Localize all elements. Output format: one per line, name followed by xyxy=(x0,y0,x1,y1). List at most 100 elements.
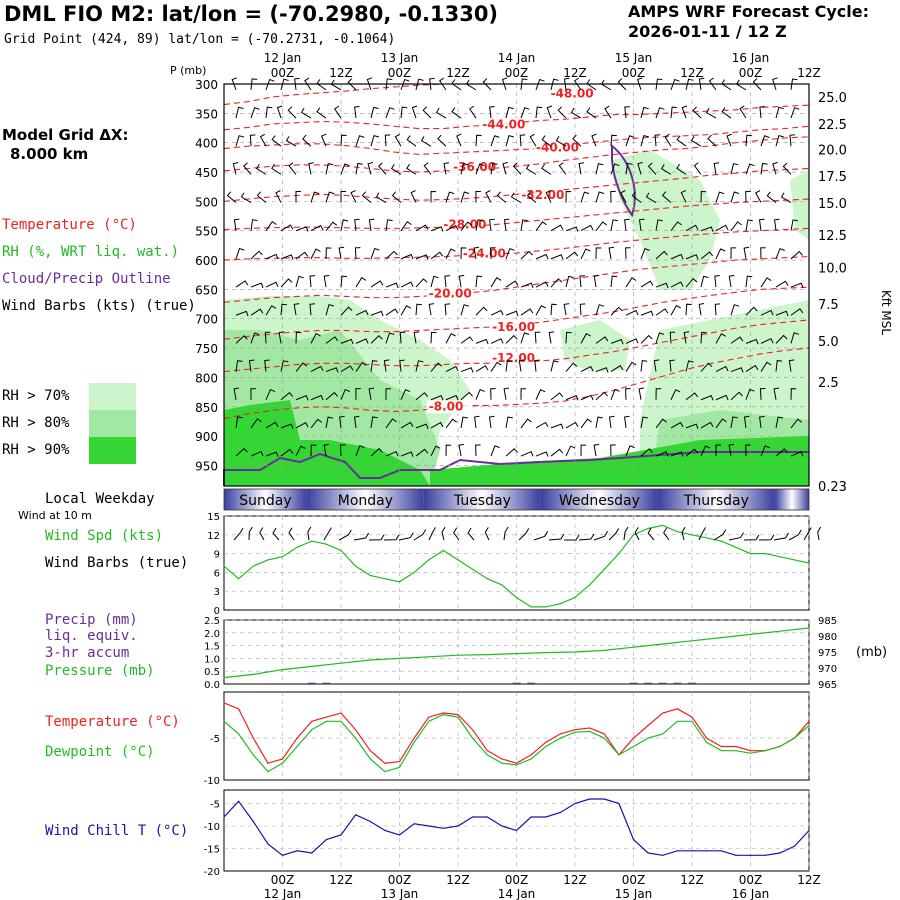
wind-barb xyxy=(443,162,449,175)
wind-barb xyxy=(595,247,602,259)
wind-speed-line-point xyxy=(355,565,357,567)
wind-barb xyxy=(295,422,309,429)
wind-barb xyxy=(535,221,547,232)
wind-barb xyxy=(563,303,570,316)
wind-barb xyxy=(460,336,474,344)
windchill-line-point xyxy=(384,829,386,832)
wind-speed-line-point xyxy=(457,559,459,561)
wind-barb xyxy=(325,367,339,373)
wind-barb xyxy=(256,191,267,203)
wind-barb xyxy=(226,191,237,203)
wind-barb xyxy=(451,79,462,91)
wind-barb xyxy=(505,447,518,457)
wind-barb xyxy=(565,226,579,232)
wind-barb xyxy=(231,77,238,91)
wind-barb xyxy=(782,162,792,175)
wind-barb xyxy=(400,78,410,91)
pressure-tick-label: 350 xyxy=(195,107,218,121)
wind-barb xyxy=(280,254,294,260)
wind-barb xyxy=(325,191,335,203)
wind-barb xyxy=(520,219,528,231)
surface-wind-barb xyxy=(758,534,775,541)
local-weekday-label: Local Weekday xyxy=(45,491,155,507)
wind-barb xyxy=(655,78,663,90)
dewpoint-line-point xyxy=(559,737,562,739)
wind-barb xyxy=(655,282,669,289)
wind-barb xyxy=(280,278,293,288)
temperature-line-point xyxy=(457,714,459,716)
wind-barb xyxy=(259,133,267,147)
precip-panel-tick-label: 2.0 xyxy=(204,629,220,640)
wind-barb xyxy=(264,331,271,344)
dewpoint-line-point xyxy=(706,741,708,743)
wind-barb xyxy=(445,248,456,260)
wind-barb xyxy=(475,306,488,316)
isotherm-label: -36.00 xyxy=(453,160,496,174)
wind-barb xyxy=(535,253,549,260)
windchill-line-point xyxy=(311,852,313,854)
wind-barb xyxy=(685,224,699,232)
rh70-area-3 xyxy=(612,150,720,290)
wind-barb xyxy=(676,163,687,175)
wind-barb xyxy=(475,191,481,203)
temperature-line-point xyxy=(559,733,562,735)
wind-barb xyxy=(520,308,534,316)
wind-barb xyxy=(707,134,717,147)
surface-wind-barb xyxy=(634,527,640,541)
wind-barb xyxy=(735,79,747,91)
wind-barb xyxy=(370,106,379,119)
wind-barb xyxy=(715,365,729,373)
wind-barb xyxy=(482,78,492,91)
wind-barb xyxy=(640,448,653,457)
wind-barb xyxy=(489,218,495,231)
temperature-line-point xyxy=(398,761,401,763)
wind-speed-line-point xyxy=(647,527,649,530)
wind-barb xyxy=(384,134,391,147)
time-tick-label-bottom: 12Z xyxy=(680,873,704,887)
windchill-panel-tick-label: -15 xyxy=(204,845,220,856)
legend-temperature: Temperature (°C) xyxy=(2,217,137,233)
wind-barb xyxy=(685,360,694,372)
wind-barb xyxy=(743,246,750,259)
wind-barb xyxy=(610,365,624,372)
wind-barb xyxy=(310,191,320,203)
wind-barb xyxy=(338,246,345,259)
wind-barb xyxy=(438,77,447,91)
weekday-label: Wednesday xyxy=(559,493,640,509)
wind-barb xyxy=(503,218,510,231)
time-tick-label-top: 00Z xyxy=(271,66,295,80)
wind-barb xyxy=(400,389,411,400)
temperature-line-point xyxy=(647,724,649,727)
wind-barb xyxy=(772,77,778,91)
surface-wind-barb xyxy=(728,532,744,541)
wind-barb xyxy=(670,421,684,429)
rh70-area-2 xyxy=(560,320,630,372)
wind-barb xyxy=(460,304,470,316)
wind-barb xyxy=(775,134,784,147)
legend-wind-barbs-sfc: Wind Barbs (true) xyxy=(45,555,189,571)
wind-barb xyxy=(545,190,552,203)
wind-barb xyxy=(520,282,534,289)
time-tick-label-top: 00Z xyxy=(739,66,763,80)
wind-barb xyxy=(250,107,260,119)
surface-wind-barb xyxy=(518,528,530,541)
pressure-line-point xyxy=(574,651,576,653)
dewpoint-line-point xyxy=(647,737,649,739)
windchill-line-point xyxy=(632,838,635,841)
wind-barb xyxy=(444,275,450,288)
wind-barb xyxy=(309,275,316,288)
wind-barb xyxy=(745,134,752,147)
wind-barb xyxy=(280,448,294,457)
wind-barbs-surface xyxy=(233,526,822,541)
wind-barb xyxy=(496,191,507,203)
wind-barb xyxy=(546,105,553,119)
wind-barb xyxy=(535,451,549,457)
windchill-line-point xyxy=(472,816,474,818)
weekday-label: Sunday xyxy=(239,493,291,509)
wind-barb xyxy=(445,191,455,203)
isotherm-label-bg xyxy=(534,141,578,155)
temperature-line-point xyxy=(296,737,298,739)
pressure-tick-label: 300 xyxy=(195,78,218,92)
wind-barb xyxy=(353,415,360,428)
date-label-bottom: 13 Jan xyxy=(381,887,419,900)
